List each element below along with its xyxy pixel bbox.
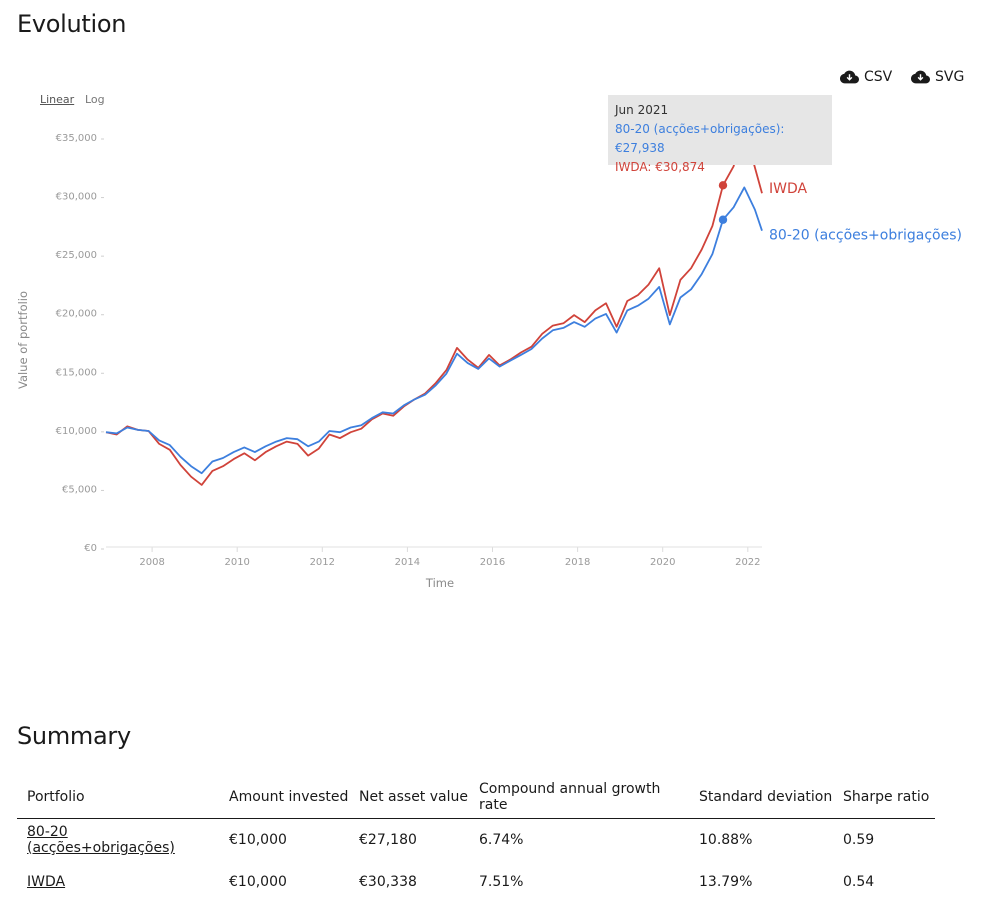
cloud-download-icon: [840, 70, 859, 84]
tooltip-series-value: 80-20 (acções+obrigações): €27,938: [615, 122, 785, 155]
x-tick-label: 2018: [565, 557, 590, 568]
scale-log-toggle[interactable]: Log: [85, 93, 105, 106]
column-header: Amount invested: [219, 776, 349, 819]
table-header-row: Portfolio Amount invested Net asset valu…: [17, 776, 935, 819]
table-row: IWDA €10,000 €30,338 7.51% 13.79% 0.54: [17, 861, 935, 903]
sharpe-cell: 0.59: [843, 832, 875, 848]
column-header: Compound annual growth rate: [469, 776, 689, 819]
y-tick-label: €15,000: [56, 367, 97, 378]
stdev-cell: 13.79%: [699, 874, 753, 890]
evolution-chart[interactable]: €0 €5,000 €10,000 €15,000 €20,000 €25,000 €30,…: [0, 0, 987, 610]
x-tick-label: 2014: [395, 557, 420, 568]
portfolio-cell: 80-20 (acções+obrigações): [17, 819, 219, 862]
tooltip-date: Jun 2021: [615, 103, 669, 117]
cloud-download-icon: [911, 70, 930, 84]
download-csv-button[interactable]: CSV: [840, 69, 892, 85]
scale-linear-toggle[interactable]: Linear: [40, 93, 75, 106]
hover-point[interactable]: [718, 181, 728, 190]
net-asset-value-cell: €30,338: [359, 874, 417, 890]
x-tick-label: 2020: [650, 557, 675, 568]
x-tick-label: 2022: [735, 557, 760, 568]
download-svg-button[interactable]: SVG: [911, 69, 964, 85]
download-svg-label: SVG: [935, 69, 965, 85]
hover-point[interactable]: [718, 215, 728, 224]
column-header: Sharpe ratio: [833, 776, 935, 819]
x-tick-label: 2008: [139, 557, 164, 568]
chart-tooltip: Jun 2021 80-20 (acções+obrigações): €27,…: [608, 95, 832, 174]
series-end-label: 80-20 (acções+obrigações): [769, 228, 962, 244]
portfolio-link[interactable]: IWDA: [27, 874, 66, 890]
series-line[interactable]: [105, 126, 763, 486]
x-tick-label: 2010: [224, 557, 249, 568]
evolution-title: Evolution: [17, 10, 127, 38]
x-tick-label: 2016: [480, 557, 505, 568]
y-tick-label: €0: [84, 543, 97, 554]
column-header: Standard deviation: [689, 776, 833, 819]
y-axis-title: Value of portfolio: [16, 291, 30, 389]
summary-table: Portfolio Amount invested Net asset valu…: [17, 776, 935, 903]
cagr-cell: 7.51%: [479, 874, 524, 890]
y-tick-label: €5,000: [62, 484, 97, 495]
sharpe-cell: 0.54: [843, 874, 875, 890]
tooltip-series-value: IWDA: €30,874: [615, 160, 705, 174]
x-axis-title: Time: [425, 576, 454, 590]
column-header: Portfolio: [17, 776, 219, 819]
table-row: 80-20 (acções+obrigações) €10,000 €27,18…: [17, 819, 935, 862]
portfolio-cell: IWDA: [17, 861, 219, 903]
download-csv-label: CSV: [864, 69, 893, 85]
cagr-cell: 6.74%: [479, 832, 524, 848]
y-tick-label: €20,000: [56, 309, 97, 320]
stdev-cell: 10.88%: [699, 832, 753, 848]
y-tick-label: €30,000: [56, 192, 97, 203]
amount-invested-cell: €10,000: [229, 832, 287, 848]
y-tick-label: €10,000: [56, 426, 97, 437]
net-asset-value-cell: €27,180: [359, 832, 417, 848]
column-header: Net asset value: [349, 776, 469, 819]
y-tick-label: €25,000: [56, 250, 97, 261]
series-line[interactable]: [105, 186, 763, 475]
summary-title: Summary: [17, 722, 131, 750]
amount-invested-cell: €10,000: [229, 874, 287, 890]
series-end-label: IWDA: [769, 181, 808, 197]
x-tick-label: 2012: [310, 557, 335, 568]
y-tick-label: €35,000: [56, 133, 97, 144]
portfolio-link[interactable]: 80-20 (acções+obrigações): [27, 824, 175, 856]
